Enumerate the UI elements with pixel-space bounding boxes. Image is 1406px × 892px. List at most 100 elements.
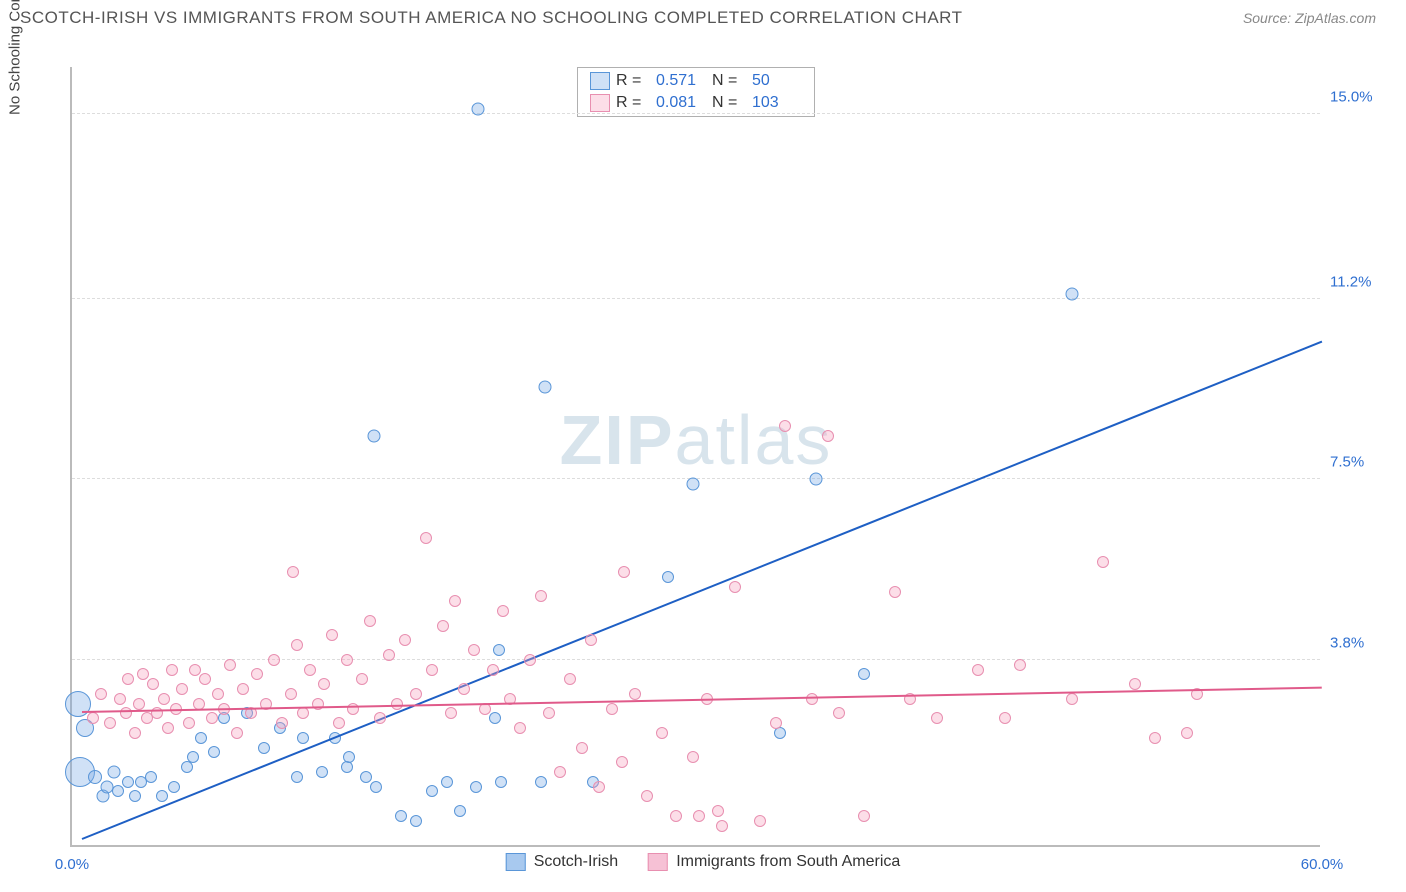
data-point: [493, 644, 505, 656]
grid-line: [72, 659, 1320, 660]
legend-n-value: 103: [752, 92, 802, 114]
data-point: [285, 688, 297, 700]
data-point: [276, 717, 288, 729]
data-point: [729, 581, 741, 593]
data-point: [183, 717, 195, 729]
data-point: [287, 566, 299, 578]
data-point: [122, 776, 134, 788]
data-point: [104, 717, 116, 729]
data-point: [364, 615, 376, 627]
watermark-bold: ZIP: [560, 401, 675, 479]
data-point: [822, 430, 834, 442]
legend-row: R =0.081N =103: [590, 92, 802, 114]
data-point: [88, 770, 102, 784]
data-point: [162, 722, 174, 734]
data-point: [206, 712, 218, 724]
data-point: [426, 664, 438, 676]
data-point: [316, 766, 328, 778]
data-point: [383, 649, 395, 661]
data-point: [187, 751, 199, 763]
data-point: [1014, 659, 1026, 671]
data-point: [145, 771, 157, 783]
x-tick-label: 0.0%: [55, 856, 89, 873]
data-point: [420, 532, 432, 544]
data-point: [754, 815, 766, 827]
data-point: [564, 673, 576, 685]
data-point: [133, 698, 145, 710]
legend-item: Scotch-Irish: [506, 853, 618, 871]
data-point: [686, 478, 699, 491]
data-point: [687, 751, 699, 763]
legend-swatch: [590, 72, 610, 90]
legend-n-value: 50: [752, 70, 802, 92]
data-point: [166, 664, 178, 676]
legend-r-label: R =: [616, 92, 650, 114]
data-point: [410, 815, 422, 827]
data-point: [224, 659, 236, 671]
legend-r-value: 0.081: [656, 92, 706, 114]
data-point: [585, 634, 597, 646]
data-point: [208, 746, 220, 758]
data-point: [176, 683, 188, 695]
data-point: [360, 771, 372, 783]
data-point: [399, 634, 411, 646]
data-point: [489, 712, 501, 724]
data-point: [1066, 693, 1078, 705]
data-point: [199, 673, 211, 685]
legend-item: Immigrants from South America: [648, 853, 900, 871]
data-point: [441, 776, 453, 788]
data-point: [1097, 556, 1109, 568]
legend-r-label: R =: [616, 70, 650, 92]
data-point: [858, 810, 870, 822]
data-point: [333, 717, 345, 729]
y-tick-label: 7.5%: [1330, 454, 1390, 471]
data-point: [616, 756, 628, 768]
data-point: [618, 566, 630, 578]
legend-label: Immigrants from South America: [676, 853, 900, 871]
data-point: [212, 688, 224, 700]
data-point: [437, 620, 449, 632]
data-point: [237, 683, 249, 695]
data-point: [449, 595, 461, 607]
data-point: [395, 810, 407, 822]
data-point: [535, 590, 547, 602]
data-point: [114, 693, 126, 705]
data-point: [468, 644, 480, 656]
data-point: [156, 790, 168, 802]
data-point: [368, 429, 381, 442]
data-point: [326, 629, 338, 641]
data-point: [514, 722, 526, 734]
data-point: [251, 668, 263, 680]
data-point: [495, 776, 507, 788]
data-point: [268, 654, 280, 666]
data-point: [231, 727, 243, 739]
data-point: [576, 742, 588, 754]
data-point: [716, 820, 728, 832]
data-point: [291, 771, 303, 783]
data-point: [391, 698, 403, 710]
data-point: [158, 693, 170, 705]
data-point: [458, 683, 470, 695]
data-point: [426, 785, 438, 797]
x-tick-label: 60.0%: [1301, 856, 1344, 873]
data-point: [341, 654, 353, 666]
data-point: [931, 712, 943, 724]
data-point: [1129, 678, 1141, 690]
y-axis-label: No Schooling Completed: [7, 0, 24, 115]
data-point: [107, 765, 120, 778]
data-point: [318, 678, 330, 690]
grid-line: [72, 298, 1320, 299]
y-tick-label: 11.2%: [1330, 274, 1390, 291]
data-point: [472, 102, 485, 115]
data-point: [87, 712, 99, 724]
legend-n-label: N =: [712, 70, 746, 92]
data-point: [779, 420, 791, 432]
data-point: [497, 605, 509, 617]
data-point: [670, 810, 682, 822]
data-point: [641, 790, 653, 802]
trend-line: [82, 341, 1322, 840]
data-point: [972, 664, 984, 676]
data-point: [137, 668, 149, 680]
data-point: [535, 776, 547, 788]
data-point: [189, 664, 201, 676]
